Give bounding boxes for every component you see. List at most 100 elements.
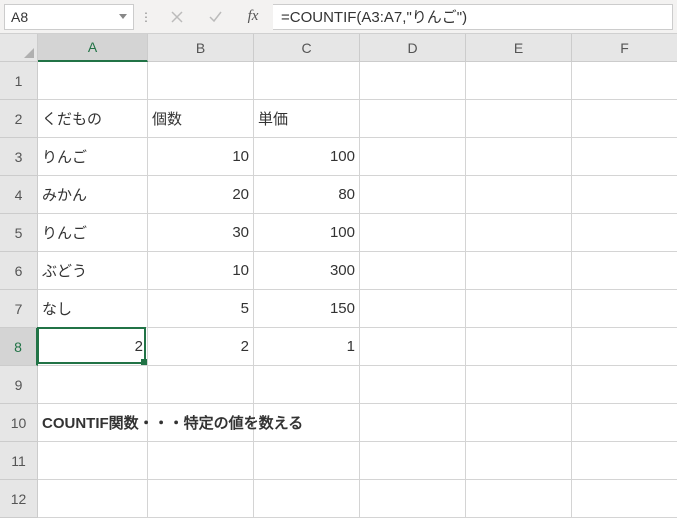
cancel-button[interactable] — [159, 4, 195, 30]
cell[interactable] — [572, 62, 677, 100]
row-header-9[interactable]: 9 — [0, 366, 38, 404]
cell[interactable] — [572, 138, 677, 176]
cell[interactable]: りんご — [38, 214, 148, 252]
row: くだもの個数単価 — [38, 100, 677, 138]
cell[interactable] — [572, 176, 677, 214]
cell[interactable]: 10 — [148, 138, 254, 176]
cell[interactable] — [572, 290, 677, 328]
cell[interactable] — [360, 62, 466, 100]
row-header-10[interactable]: 10 — [0, 404, 38, 442]
cell[interactable] — [360, 100, 466, 138]
cell[interactable] — [148, 442, 254, 480]
drag-handle-icon[interactable]: ⋮ — [136, 10, 157, 24]
row-header-1[interactable]: 1 — [0, 62, 38, 100]
cell[interactable] — [360, 252, 466, 290]
column-header-f[interactable]: F — [572, 34, 677, 62]
cell[interactable]: 30 — [148, 214, 254, 252]
cell[interactable]: 5 — [148, 290, 254, 328]
column-header-c[interactable]: C — [254, 34, 360, 62]
cell[interactable] — [466, 328, 572, 366]
enter-button[interactable] — [197, 4, 233, 30]
row-header-11[interactable]: 11 — [0, 442, 38, 480]
formula-input[interactable]: =COUNTIF(A3:A7,"りんご") — [273, 4, 673, 30]
cell[interactable] — [360, 176, 466, 214]
row-header-8[interactable]: 8 — [0, 328, 38, 366]
row: りんご10100 — [38, 138, 677, 176]
cell[interactable] — [254, 366, 360, 404]
column-header-a[interactable]: A — [38, 34, 148, 62]
row — [38, 480, 677, 518]
cell[interactable] — [466, 252, 572, 290]
cell[interactable] — [466, 62, 572, 100]
name-box[interactable]: A8 — [4, 4, 134, 30]
cell[interactable]: 10 — [148, 252, 254, 290]
cell[interactable]: 100 — [254, 138, 360, 176]
row-header-5[interactable]: 5 — [0, 214, 38, 252]
cell[interactable] — [466, 404, 572, 442]
cell[interactable] — [254, 480, 360, 518]
cell[interactable] — [572, 404, 677, 442]
cell[interactable] — [360, 480, 466, 518]
cells-area[interactable]: くだもの個数単価りんご10100みかん2080りんご30100ぶどう10300な… — [38, 62, 677, 518]
cell[interactable] — [148, 480, 254, 518]
cell[interactable]: 単価 — [254, 100, 360, 138]
column-header-b[interactable]: B — [148, 34, 254, 62]
cell[interactable] — [360, 366, 466, 404]
cell[interactable] — [466, 442, 572, 480]
cell[interactable]: 80 — [254, 176, 360, 214]
cell[interactable] — [360, 138, 466, 176]
insert-function-button[interactable]: fx — [235, 4, 271, 30]
cell[interactable]: 2 — [148, 328, 254, 366]
select-all-corner[interactable] — [0, 34, 38, 62]
cell[interactable]: なし — [38, 290, 148, 328]
cell[interactable] — [360, 290, 466, 328]
chevron-down-icon[interactable] — [119, 14, 127, 19]
cell[interactable] — [360, 404, 466, 442]
cell[interactable] — [572, 252, 677, 290]
cell[interactable] — [572, 442, 677, 480]
cell[interactable] — [360, 442, 466, 480]
cell[interactable] — [572, 328, 677, 366]
cell[interactable]: COUNTIF関数・・・特定の値を数える — [38, 404, 148, 442]
cell[interactable] — [466, 176, 572, 214]
cell[interactable] — [466, 366, 572, 404]
cell[interactable] — [466, 290, 572, 328]
cell[interactable]: りんご — [38, 138, 148, 176]
cell[interactable] — [148, 62, 254, 100]
cell[interactable] — [38, 480, 148, 518]
cell[interactable]: 2 — [38, 328, 148, 366]
cell[interactable] — [466, 214, 572, 252]
cell[interactable]: 150 — [254, 290, 360, 328]
row-header-3[interactable]: 3 — [0, 138, 38, 176]
cell[interactable] — [38, 62, 148, 100]
row-header-12[interactable]: 12 — [0, 480, 38, 518]
cell[interactable]: 個数 — [148, 100, 254, 138]
cell[interactable] — [466, 138, 572, 176]
cell[interactable] — [572, 214, 677, 252]
cell[interactable] — [38, 442, 148, 480]
row-header-6[interactable]: 6 — [0, 252, 38, 290]
cell[interactable]: ぶどう — [38, 252, 148, 290]
column-header-d[interactable]: D — [360, 34, 466, 62]
cell[interactable] — [572, 366, 677, 404]
cell[interactable] — [466, 480, 572, 518]
cell[interactable]: 20 — [148, 176, 254, 214]
cell[interactable]: 1 — [254, 328, 360, 366]
cell[interactable] — [38, 366, 148, 404]
cell[interactable] — [572, 480, 677, 518]
cell[interactable] — [572, 100, 677, 138]
cell[interactable]: くだもの — [38, 100, 148, 138]
row-header-7[interactable]: 7 — [0, 290, 38, 328]
cell[interactable]: みかん — [38, 176, 148, 214]
row-header-4[interactable]: 4 — [0, 176, 38, 214]
cell[interactable] — [360, 214, 466, 252]
cell[interactable]: 300 — [254, 252, 360, 290]
cell[interactable] — [254, 442, 360, 480]
cell[interactable] — [254, 62, 360, 100]
row-header-2[interactable]: 2 — [0, 100, 38, 138]
cell[interactable] — [466, 100, 572, 138]
cell[interactable]: 100 — [254, 214, 360, 252]
column-header-e[interactable]: E — [466, 34, 572, 62]
cell[interactable] — [360, 328, 466, 366]
cell[interactable] — [148, 366, 254, 404]
